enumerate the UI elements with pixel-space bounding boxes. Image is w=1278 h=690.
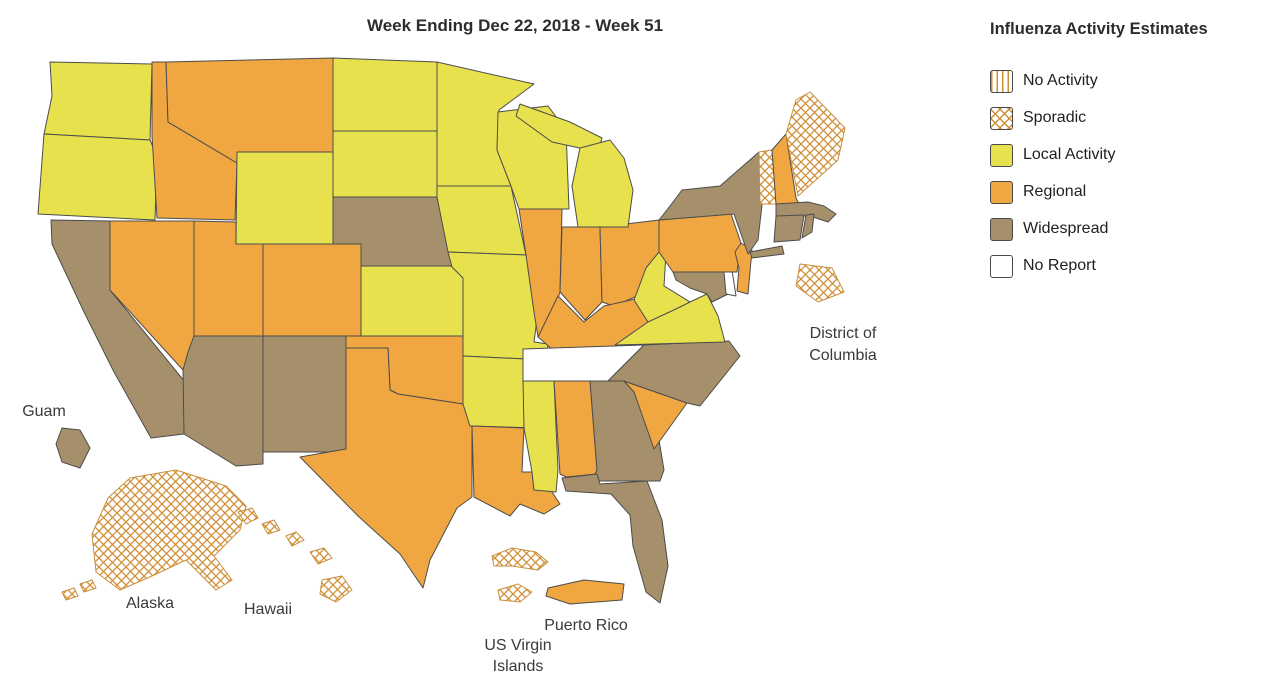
state-new-york-long-island[interactable] [749, 245, 785, 259]
legend-swatch-regional [990, 180, 1013, 204]
legend-label-regional: Regional [1023, 183, 1087, 200]
hawaii-label: Hawaii [244, 601, 292, 618]
legend: Influenza Activity Estimates No Activity… [990, 20, 1272, 291]
dc-label-line1: District of [810, 325, 877, 342]
legend-item-local: Local Activity [990, 143, 1272, 167]
legend-swatch-local [990, 143, 1013, 167]
state-south-dakota[interactable] [332, 130, 438, 198]
state-arizona[interactable] [182, 335, 264, 467]
usvi-label-line1: US Virgin [484, 637, 551, 654]
dc-label-line2: Columbia [809, 347, 877, 364]
state-alabama[interactable] [553, 380, 598, 478]
state-wyoming[interactable] [235, 151, 334, 245]
state-new-mexico[interactable] [262, 335, 347, 453]
puerto-rico-label: Puerto Rico [544, 617, 628, 634]
state-delaware[interactable] [723, 269, 737, 297]
alaska-label: Alaska [126, 595, 174, 612]
state-maine[interactable] [785, 91, 846, 197]
legend-swatch-sporadic [990, 106, 1013, 130]
legend-title: Influenza Activity Estimates [990, 20, 1208, 38]
legend-item-sporadic: Sporadic [990, 106, 1272, 130]
state-north-carolina[interactable] [607, 340, 741, 407]
legend-items: No Activity Sporadic Local Activity Regiona… [990, 69, 1272, 278]
state-colorado[interactable] [262, 243, 362, 337]
territory-puerto-rico[interactable] [545, 579, 625, 605]
state-hawaii-island-5[interactable] [319, 575, 353, 603]
state-hawaii-island-3[interactable] [285, 531, 305, 547]
guam-label: Guam [22, 403, 66, 420]
state-kansas[interactable] [360, 265, 464, 337]
legend-item-no_report: No Report [990, 254, 1272, 278]
territory-guam[interactable] [55, 427, 91, 469]
state-michigan[interactable] [571, 139, 634, 228]
map-title: Week Ending Dec 22, 2018 - Week 51 [366, 16, 664, 35]
state-washington[interactable] [43, 61, 153, 141]
state-hawaii-island-4[interactable] [309, 547, 333, 565]
state-west-virginia[interactable] [633, 251, 691, 323]
territory-us-virgin-islands-2[interactable] [497, 583, 533, 603]
state-iowa[interactable] [436, 185, 527, 256]
state-hawaii-island-2[interactable] [261, 519, 281, 535]
legend-swatch-no_report [990, 254, 1013, 278]
state-oregon[interactable] [37, 133, 158, 221]
state-alaska-aleutians-2[interactable] [61, 587, 79, 601]
state-alaska-aleutians-1[interactable] [79, 579, 97, 593]
legend-item-widespread: Widespread [990, 217, 1272, 241]
legend-item-no_activity: No Activity [990, 69, 1272, 93]
state-pennsylvania[interactable] [658, 213, 742, 273]
state-texas[interactable] [299, 347, 473, 589]
state-district-of-columbia[interactable] [795, 263, 845, 303]
legend-item-regional: Regional [990, 180, 1272, 204]
state-new-hampshire[interactable] [771, 133, 801, 207]
legend-label-no_report: No Report [1023, 257, 1096, 274]
legend-label-local: Local Activity [1023, 146, 1116, 163]
state-louisiana[interactable] [471, 425, 561, 517]
state-new-jersey[interactable] [734, 242, 753, 295]
territory-us-virgin-islands-1[interactable] [491, 547, 549, 571]
state-florida[interactable] [561, 473, 669, 604]
state-hawaii-island-1[interactable] [237, 507, 259, 525]
legend-label-widespread: Widespread [1023, 220, 1109, 237]
state-alaska[interactable] [91, 469, 247, 591]
state-connecticut[interactable] [773, 214, 805, 243]
legend-label-sporadic: Sporadic [1023, 109, 1087, 126]
state-north-dakota[interactable] [332, 57, 438, 132]
legend-swatch-no_activity [990, 69, 1013, 93]
legend-swatch-widespread [990, 217, 1013, 241]
usvi-label-line2: Islands [493, 658, 544, 675]
legend-label-no_activity: No Activity [1023, 72, 1098, 89]
us-flu-map: Guam Alaska Hawaii US Virgin Islands Pue… [22, 57, 877, 675]
state-rhode-island[interactable] [801, 213, 815, 239]
